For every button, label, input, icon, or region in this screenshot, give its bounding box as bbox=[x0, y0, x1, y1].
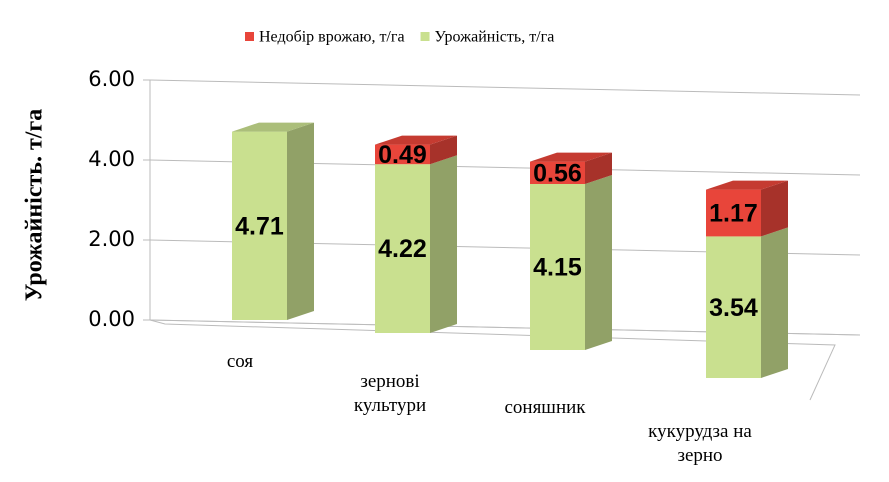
bar bbox=[375, 164, 430, 333]
data-label: 3.54 bbox=[709, 294, 758, 322]
y-tick-label: 6.00 bbox=[88, 67, 135, 91]
bar bbox=[232, 131, 287, 320]
x-tick-label: соняшник bbox=[504, 397, 586, 418]
data-label: 0.49 bbox=[378, 141, 427, 169]
bar-side bbox=[430, 135, 457, 165]
legend-label: Недобір врожаю, т/га bbox=[259, 29, 405, 46]
bar-side bbox=[761, 227, 788, 378]
bar bbox=[530, 161, 585, 184]
y-tick-label: 0.00 bbox=[88, 307, 135, 331]
bar bbox=[706, 189, 761, 237]
bar bbox=[706, 236, 761, 378]
grid-line bbox=[149, 79, 861, 96]
data-label: 4.22 bbox=[378, 235, 427, 263]
bar-side bbox=[585, 175, 612, 350]
x-tick-label: кукурудза на зерно bbox=[648, 421, 752, 466]
y-axis-title: Урожайність. т/га bbox=[22, 109, 48, 302]
legend-swatch bbox=[420, 32, 430, 41]
data-label: 4.71 bbox=[235, 212, 284, 240]
legend-swatch bbox=[245, 32, 254, 41]
bar-side bbox=[287, 122, 314, 320]
bar bbox=[530, 184, 585, 350]
data-label: 1.17 bbox=[709, 200, 758, 228]
data-label: 4.15 bbox=[533, 254, 582, 282]
bar-side bbox=[761, 180, 788, 237]
bar-top bbox=[530, 152, 612, 162]
bar-side bbox=[585, 152, 612, 184]
bar bbox=[375, 144, 430, 165]
bar-top bbox=[706, 180, 788, 190]
bar-top bbox=[232, 122, 314, 132]
legend-label: Урожайність, т/га bbox=[435, 29, 555, 46]
bar-top bbox=[375, 135, 457, 145]
y-tick-label: 4.00 bbox=[88, 147, 135, 171]
bar-side bbox=[430, 155, 457, 333]
x-tick-label: зернові культури bbox=[353, 371, 427, 416]
y-tick-label: 2.00 bbox=[88, 227, 135, 251]
x-tick-label: соя bbox=[226, 351, 254, 372]
data-label: 0.56 bbox=[533, 159, 582, 187]
floor bbox=[149, 319, 836, 401]
